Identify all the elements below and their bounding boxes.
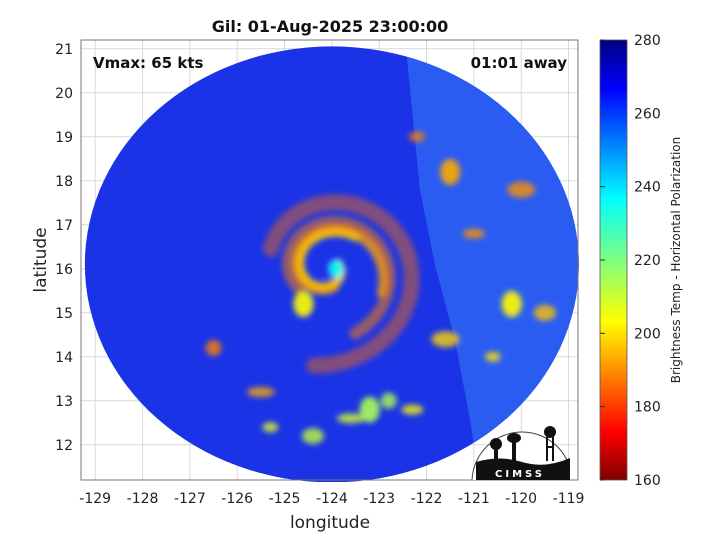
x-tick-label: -125 [269,491,301,507]
x-axis-label: longitude [290,513,370,533]
swath-east-sector [405,46,579,482]
colorbar-tick-label: 200 [634,326,661,342]
chart-title: Gil: 01-Aug-2025 23:00:00 [212,17,449,36]
convective-patch [301,428,324,444]
convective-patch [533,304,556,321]
colorbar-tick-label: 180 [634,400,661,416]
convective-patch [401,404,424,415]
y-tick-label: 19 [55,130,73,146]
convective-patch [484,351,501,362]
y-tick-label: 20 [55,86,73,102]
vmax-annotation: Vmax: 65 kts [93,54,203,72]
brightness-temp-swath [84,46,579,482]
svg-text:CIMSS: CIMSS [495,469,545,480]
feature-eyewall [329,259,344,278]
convective-patch [205,340,222,356]
feature-inner-band [293,291,314,317]
y-tick-label: 21 [55,42,73,58]
x-tick-label: -124 [316,491,348,507]
colorbar-label: Brightness Temp - Horizontal Polarizatio… [669,137,683,384]
x-tick-label: -127 [174,491,206,507]
colorbar-tick-label: 160 [634,473,661,489]
convective-patch [507,181,536,198]
convective-patch [462,228,485,239]
y-tick-label: 14 [55,350,73,366]
feature-southern-band [359,396,380,423]
colorbar-tick-label: 260 [634,106,661,122]
x-tick-label: -122 [411,491,443,507]
x-tick-label: -126 [221,491,253,507]
y-axis-label: latitude [31,227,51,292]
y-tick-label: 18 [55,174,73,190]
feature-ne-band [440,159,461,185]
x-tick-label: -128 [127,491,159,507]
cimss-logo: CIMSS [471,426,570,480]
convective-patch [380,392,397,409]
y-tick-label: 17 [55,218,73,234]
x-tick-label: -129 [79,491,111,507]
convective-patch [336,413,365,424]
colorbar-tick-label: 280 [634,33,661,49]
x-tick-labels: -129 -128 -127 -126 -125 -124 -123 -122 -121 -120… [79,491,584,507]
y-tick-label: 15 [55,306,73,322]
rain-band [262,194,420,374]
convective-patch [431,331,460,348]
x-tick-label: -123 [363,491,395,507]
y-tick-label: 16 [55,262,73,278]
convective-patch [246,387,275,397]
rain-band [292,224,389,298]
colorbar-ticks: 160 180 200 220 240 260 280 [600,33,661,489]
colorbar-tick-label: 240 [634,180,661,196]
time-offset-annotation: 01:01 away [471,54,568,72]
y-tick-label: 13 [55,394,73,410]
x-tick-label: -120 [505,491,537,507]
colorbar-tick-label: 220 [634,253,661,269]
feature-east-cell [501,291,522,317]
y-tick-label: 12 [55,438,73,454]
y-tick-labels: 12 13 14 15 16 17 18 19 20 21 [55,42,73,454]
colorbar: 160 180 200 220 240 260 280 Brightness Temp - … [599,33,683,489]
convective-patch [262,422,279,433]
convective-patch [409,131,426,142]
x-tick-label: -119 [553,491,585,507]
x-tick-label: -121 [458,491,490,507]
rain-band [282,216,396,340]
